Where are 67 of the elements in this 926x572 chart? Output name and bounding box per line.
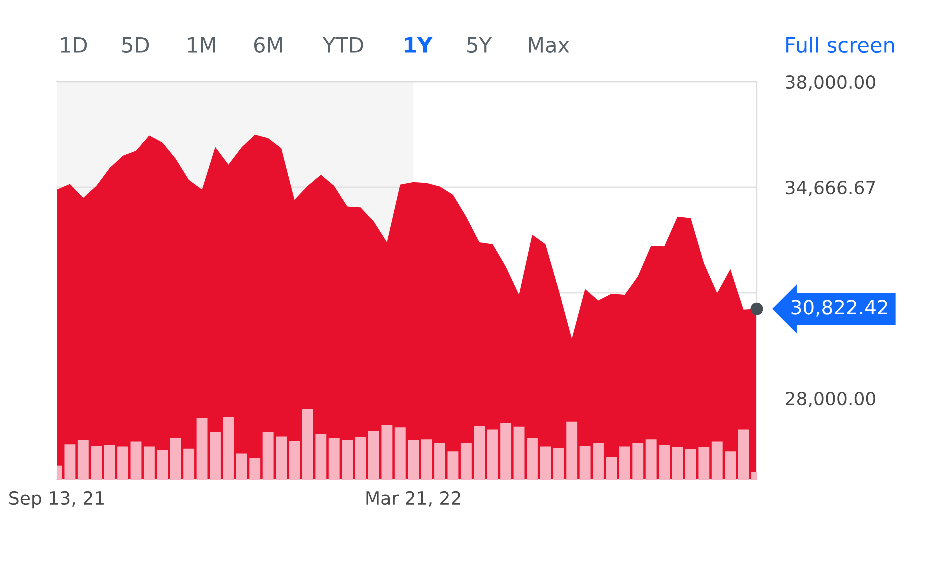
bar <box>130 442 142 480</box>
bar <box>223 416 234 480</box>
bar <box>196 418 208 480</box>
bar <box>474 426 486 480</box>
bar <box>262 432 274 480</box>
bar <box>632 443 644 480</box>
bar <box>712 442 723 480</box>
bar <box>434 443 446 480</box>
bar <box>289 441 300 480</box>
bar <box>64 444 76 480</box>
bar <box>580 446 591 480</box>
text: YTD <box>322 38 364 53</box>
bar <box>316 434 327 480</box>
bar <box>460 443 472 480</box>
text: 6M <box>254 37 282 54</box>
text: 5D <box>122 38 150 54</box>
bar <box>157 450 168 480</box>
bar <box>448 452 459 480</box>
bar <box>104 445 116 480</box>
bar <box>659 445 670 480</box>
bar <box>78 440 89 480</box>
bar <box>382 425 393 480</box>
bar <box>144 446 155 480</box>
x-tick-label: Sep 13, 21 <box>10 491 104 509</box>
bar <box>606 457 618 480</box>
bar <box>170 438 182 480</box>
bar <box>394 428 406 480</box>
bar <box>355 437 366 480</box>
bar <box>500 423 512 480</box>
text: Full screen <box>786 36 894 54</box>
bar <box>118 446 129 480</box>
bar <box>566 422 578 480</box>
y-tick-label: 38,000.00 <box>786 75 876 91</box>
bar <box>421 440 432 480</box>
bar <box>91 446 102 480</box>
bar <box>646 440 657 480</box>
bar <box>527 438 538 480</box>
bar <box>593 443 604 480</box>
bar <box>236 454 248 480</box>
bar <box>698 447 710 480</box>
text: 1D <box>61 38 88 53</box>
bar <box>553 448 564 480</box>
bar <box>276 436 287 480</box>
bar <box>210 432 221 480</box>
bar <box>328 438 340 480</box>
bar <box>408 440 420 480</box>
text: Max <box>529 38 570 54</box>
text: 1Y <box>405 38 433 53</box>
bar <box>184 448 195 480</box>
text: 1M <box>188 38 216 53</box>
bar <box>672 447 684 480</box>
annotation: 30,822.42 <box>792 300 888 317</box>
bar <box>685 450 696 480</box>
bar <box>342 440 354 480</box>
bar <box>514 426 525 480</box>
text: 5Y <box>468 38 492 54</box>
bar <box>368 431 380 480</box>
bar <box>725 452 736 480</box>
bar <box>738 430 750 480</box>
y-tick-label: 28,000.00 <box>786 392 876 408</box>
bar <box>487 430 498 480</box>
y-tick-label: 34,666.67 <box>786 180 876 196</box>
bar <box>540 446 552 480</box>
bar <box>619 446 630 480</box>
bar <box>302 409 314 480</box>
bar <box>250 458 261 480</box>
x-tick-label: Mar 21, 22 <box>366 491 460 507</box>
